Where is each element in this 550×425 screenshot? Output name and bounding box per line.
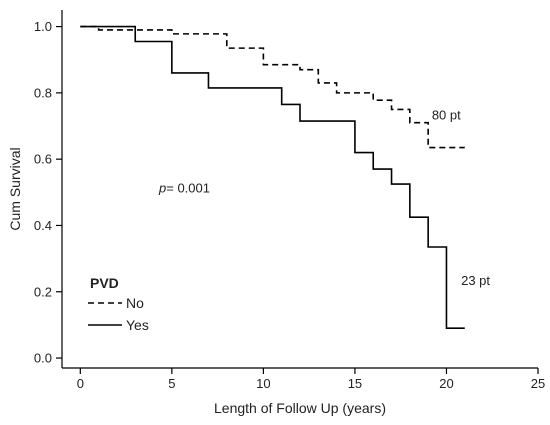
legend-title: PVD [90,275,119,291]
y-tick-label: 0.0 [34,351,52,366]
x-tick-label: 5 [168,376,175,391]
y-tick-label: 0.8 [34,85,52,100]
p-value-annotation: p= 0.001 [158,180,210,195]
series-group [80,25,465,330]
x-tick-label: 10 [256,376,270,391]
y-axis-label: Cum Survival [7,147,23,230]
x-tick-label: 15 [348,376,362,391]
x-tick-label: 0 [77,376,84,391]
legend: PVD No Yes [88,275,149,333]
y-tick-label: 0.2 [34,284,52,299]
y-tick-label: 0.6 [34,152,52,167]
y-tick-label: 0.4 [34,218,52,233]
p-value-text: = 0.001 [166,180,210,195]
x-tick-label: 20 [439,376,453,391]
legend-label-yes: Yes [126,317,149,333]
x-tick-label: 25 [531,376,545,391]
legend-label-no: No [126,295,144,311]
p-symbol: p [158,180,166,195]
y-ticks: 0.0 0.2 0.4 0.6 0.8 1.0 [34,19,62,366]
axes: 0 5 10 15 20 25 0.0 0.2 0.4 0.6 0.8 1.0 [34,10,545,391]
x-ticks: 0 5 10 15 20 25 [77,368,545,391]
no-count-annotation: 80 pt [432,107,461,122]
series-line-no [80,25,465,149]
yes-count-annotation: 23 pt [461,273,490,288]
series-line-yes [80,25,465,330]
y-tick-label: 1.0 [34,19,52,34]
x-axis-label: Length of Follow Up (years) [214,400,386,416]
